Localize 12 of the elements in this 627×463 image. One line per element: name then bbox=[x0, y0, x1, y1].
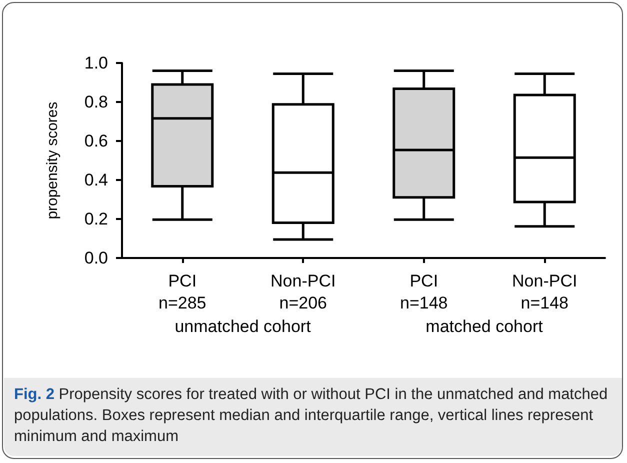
x-tick-label: Non-PCI n=148 bbox=[512, 272, 578, 312]
y-tick-label: 0.2 bbox=[84, 210, 108, 228]
y-tick-label: 0.4 bbox=[84, 170, 108, 190]
caption: Fig. 2 Propensity scores for treated with or without PCI in the unmatched and matched populations. Boxes represent median and interquartile range, vertical lines represent minimum and maximum bbox=[4, 378, 622, 456]
y-tick-label: 1.0 bbox=[84, 54, 108, 72]
y-axis-title: propensity scores bbox=[44, 102, 61, 220]
y-tick-label: 0.0 bbox=[84, 248, 108, 268]
text: matched cohort bbox=[426, 317, 543, 337]
x-tick-label: Non-PCI n=206 bbox=[270, 272, 336, 312]
y-tick-label: 0.6 bbox=[84, 132, 108, 150]
text: unmatched cohort bbox=[174, 317, 311, 337]
y-tick-label: 0.8 bbox=[84, 92, 108, 112]
